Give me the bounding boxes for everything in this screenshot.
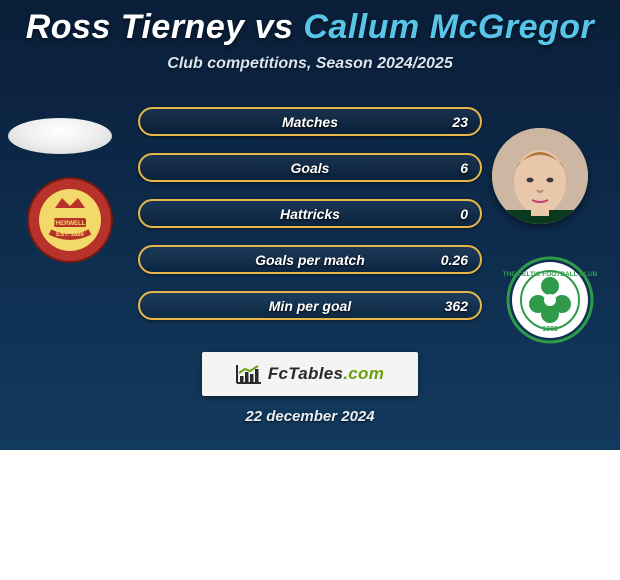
svg-text:1888: 1888: [542, 326, 558, 333]
brand-badge: FcTables.com: [202, 352, 418, 396]
player2-club-badge: THE CELTIC FOOTBALL CLUB 1888: [502, 256, 598, 344]
player2-name: Callum McGregor: [303, 8, 594, 46]
stat-row: Hattricks 0: [138, 199, 482, 228]
stat-label: Matches: [282, 114, 338, 130]
svg-text:MOTHERWELL F.C.: MOTHERWELL F.C.: [42, 221, 97, 227]
stat-right-value: 362: [445, 293, 468, 318]
svg-text:EST. 1886: EST. 1886: [56, 232, 84, 238]
stats-list: Matches 23 Goals 6 Hattricks 0 Goals per…: [138, 107, 482, 320]
player1-name: Ross Tierney: [26, 8, 245, 46]
stat-right-value: 0.26: [441, 247, 468, 272]
chart-icon: [236, 364, 262, 384]
comparison-card: Ross Tierney vs Callum McGregor Club com…: [0, 0, 620, 450]
stat-right-value: 6: [460, 155, 468, 180]
stat-label: Min per goal: [269, 298, 351, 314]
page-title: Ross Tierney vs Callum McGregor: [0, 0, 620, 47]
stat-label: Hattricks: [280, 206, 340, 222]
vs-text: vs: [255, 8, 294, 46]
date-text: 22 december 2024: [0, 408, 620, 425]
player2-avatar: [492, 128, 588, 224]
brand-text-a: FcTables: [268, 364, 343, 383]
stat-row: Goals per match 0.26: [138, 245, 482, 274]
player1-avatar: [8, 118, 112, 154]
svg-text:THE CELTIC FOOTBALL CLUB: THE CELTIC FOOTBALL CLUB: [503, 271, 598, 278]
stat-right-value: 23: [452, 109, 468, 134]
stat-label: Goals: [291, 160, 330, 176]
player1-club-badge: MOTHERWELL F.C. EST. 1886: [20, 176, 120, 264]
subtitle: Club competitions, Season 2024/2025: [0, 55, 620, 73]
stat-right-value: 0: [460, 201, 468, 226]
brand-text: FcTables.com: [268, 364, 384, 384]
stat-label: Goals per match: [255, 252, 365, 268]
stat-row: Goals 6: [138, 153, 482, 182]
stat-row: Min per goal 362: [138, 291, 482, 320]
stat-row: Matches 23: [138, 107, 482, 136]
brand-text-b: .com: [343, 364, 384, 383]
